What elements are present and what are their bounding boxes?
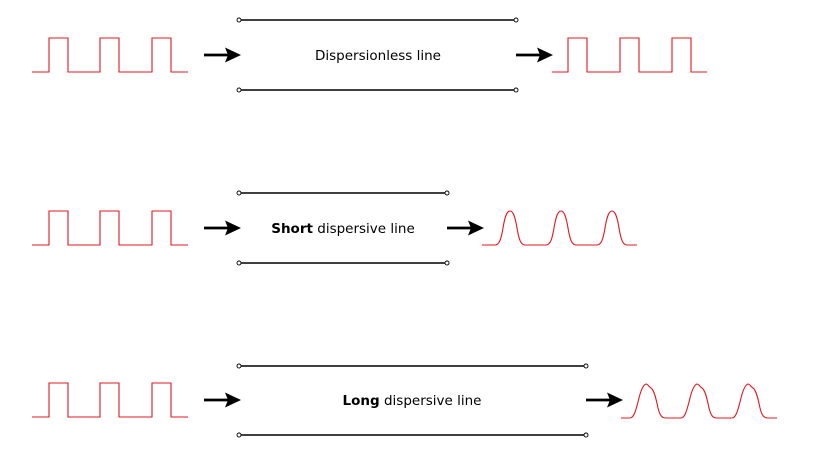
terminal [236, 260, 242, 266]
terminal [513, 87, 519, 93]
terminal [583, 363, 589, 369]
terminal [236, 87, 242, 93]
input-square-wave [32, 210, 188, 246]
output-square-wave [552, 37, 707, 73]
input-square-wave [32, 37, 188, 73]
row-long-dispersive: Long dispersive line [32, 363, 777, 438]
line-label: Short dispersive line [271, 221, 415, 237]
output-arrow [516, 47, 553, 63]
transmission-line [236, 363, 589, 438]
terminal [583, 432, 589, 438]
output-arrow [586, 392, 623, 408]
row-dispersionless: Dispersionless line [32, 17, 707, 93]
input-arrow [204, 392, 241, 408]
terminal [444, 260, 450, 266]
line-label: Long dispersive line [343, 393, 482, 409]
input-arrow [204, 47, 241, 63]
terminal [513, 17, 519, 23]
terminal [444, 190, 450, 196]
terminal [236, 17, 242, 23]
input-arrow [204, 220, 241, 236]
terminal [236, 363, 242, 369]
output-overshoot-wave [621, 383, 777, 419]
transmission-line [236, 190, 450, 266]
transmission-line [236, 17, 519, 93]
terminal [236, 432, 242, 438]
line-label: Dispersionless line [315, 48, 441, 64]
input-square-wave [32, 382, 188, 418]
output-arrow [447, 220, 484, 236]
row-short-dispersive: Short dispersive line [32, 190, 637, 266]
output-rounded-wave [482, 210, 637, 246]
terminal [236, 190, 242, 196]
